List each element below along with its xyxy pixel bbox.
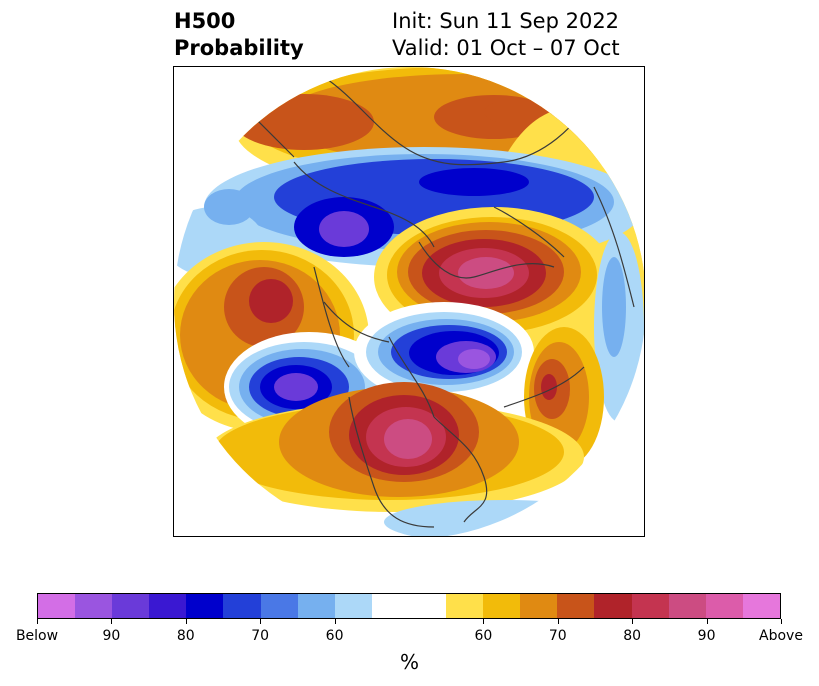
colorbar-tick <box>483 619 485 624</box>
title-quantity: Probability <box>174 36 304 60</box>
colorbar-unit-label: % <box>399 650 419 674</box>
colorbar-swatch <box>223 594 261 618</box>
colorbar-tick-label: Above <box>759 628 803 644</box>
colorbar-swatch <box>446 594 484 618</box>
colorbar-swatch <box>260 594 298 618</box>
contour <box>484 100 544 124</box>
colorbar-swatch <box>557 594 595 618</box>
chart-title: H500 Probability <box>174 8 304 62</box>
colorbar-swatch <box>334 594 372 618</box>
title-variable: H500 <box>174 9 236 33</box>
colorbar-tick <box>706 619 708 624</box>
colorbar-tick <box>37 619 38 624</box>
contour <box>458 349 490 369</box>
contour <box>319 211 369 247</box>
colorbar-swatch <box>742 594 780 618</box>
colorbar-swatch <box>631 594 669 618</box>
colorbar-tick <box>632 619 634 624</box>
contour <box>541 374 557 400</box>
colorbar-tick-label: 80 <box>176 628 195 644</box>
colorbar-swatch <box>668 594 706 618</box>
contour <box>602 257 626 357</box>
init-date-label: Init: Sun 11 Sep 2022 <box>392 9 620 33</box>
contour <box>384 419 432 459</box>
colorbar-tick-label: 60 <box>474 628 493 644</box>
colorbar-swatch <box>75 594 113 618</box>
colorbar-swatch <box>38 594 76 618</box>
colorbar-swatch <box>520 594 558 618</box>
colorbar-swatch <box>186 594 224 618</box>
probability-map <box>173 66 645 537</box>
contour <box>419 168 529 196</box>
colorbar-tick-label: 60 <box>325 628 344 644</box>
contour <box>249 279 293 323</box>
anomaly-north-america-warm <box>204 382 584 512</box>
colorbar-tick-label: 80 <box>623 628 642 644</box>
colorbar-swatch <box>371 594 409 618</box>
map-canvas <box>174 67 644 536</box>
colorbar-tick-label: Below <box>15 628 59 644</box>
colorbar-swatch <box>594 594 632 618</box>
map-disk <box>174 67 644 536</box>
anomaly-arctic-cold <box>204 147 644 267</box>
coastlines <box>233 76 635 528</box>
colorbar-swatch <box>112 594 150 618</box>
colorbar-swatch <box>705 594 743 618</box>
colorbar-swatch <box>149 594 187 618</box>
anomaly-canada-cold <box>354 302 534 402</box>
colorbar-tick <box>557 619 559 624</box>
valid-range-label: Valid: 01 Oct – 07 Oct <box>392 36 620 60</box>
contour <box>204 189 254 225</box>
colorbar-tick <box>781 619 782 624</box>
colorbar-tick <box>111 619 113 624</box>
contour <box>234 94 374 150</box>
contour <box>274 373 318 401</box>
colorbar-swatch <box>408 594 447 618</box>
colorbar <box>37 593 781 619</box>
colorbar-tick <box>185 619 187 624</box>
colorbar-swatch <box>297 594 335 618</box>
colorbar-tick <box>334 619 336 624</box>
colorbar-tick-label: 70 <box>251 628 270 644</box>
colorbar-tick-label: 90 <box>697 628 716 644</box>
colorbar-swatch <box>483 594 521 618</box>
colorbar-tick-label: 90 <box>102 628 121 644</box>
colorbar-tick <box>260 619 262 624</box>
title-dates: Init: Sun 11 Sep 2022 Valid: 01 Oct – 07… <box>392 8 620 62</box>
colorbar-tick-label: 70 <box>548 628 567 644</box>
